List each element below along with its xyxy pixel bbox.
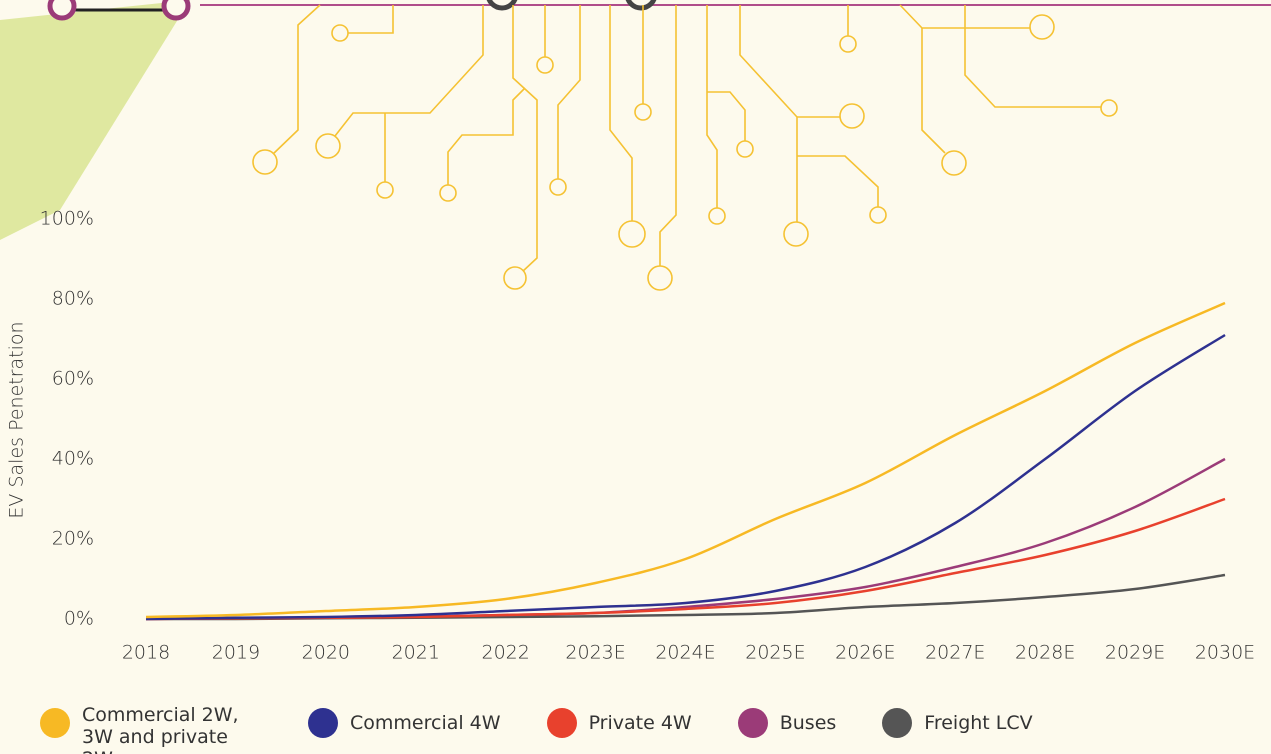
legend-swatch — [882, 708, 913, 738]
x-tick-label: 2027E — [925, 642, 985, 664]
x-tick-label: 2018 — [122, 642, 170, 664]
legend-swatch — [308, 708, 338, 738]
y-tick-label: 80% — [52, 288, 94, 310]
y-tick-label: 100% — [40, 208, 94, 230]
legend-swatch — [546, 708, 577, 738]
legend-swatch — [737, 708, 768, 738]
x-tick-label: 2030E — [1195, 642, 1255, 664]
x-tick-label: 2029E — [1105, 642, 1165, 664]
y-tick-label: 40% — [52, 448, 94, 470]
legend-item: Commercial 2W, 3W and private 2W — [40, 704, 262, 754]
legend-label: Freight LCV — [924, 712, 1033, 734]
x-tick-label: 2028E — [1015, 642, 1075, 664]
x-tick-label: 2022 — [481, 642, 529, 664]
legend-swatch — [40, 708, 70, 738]
legend-label: Buses — [779, 712, 837, 734]
x-tick-label: 2019 — [212, 642, 260, 664]
x-tick-label: 2024E — [655, 642, 715, 664]
series-line — [145, 301, 1226, 619]
legend-label: Commercial 2W, 3W and private 2W — [82, 704, 239, 754]
legend-item: Commercial 4W — [308, 704, 501, 754]
legend-item: Buses — [737, 704, 837, 754]
x-tick-label: 2023E — [565, 642, 625, 664]
x-tick-label: 2025E — [745, 642, 805, 664]
x-tick-label: 2021 — [392, 642, 440, 664]
decoration — [0, 0, 1271, 291]
y-tick-label: 0% — [64, 608, 94, 630]
legend-label: Private 4W — [588, 712, 692, 734]
x-tick-label: 2026E — [835, 642, 895, 664]
legend-item: Freight LCV — [882, 704, 1033, 754]
y-axis-label: EV Sales Penetration — [6, 321, 28, 518]
legend: Commercial 2W, 3W and private 2W Commerci… — [40, 704, 1260, 754]
y-tick-label: 60% — [52, 368, 94, 390]
legend-item: Private 4W — [546, 704, 692, 754]
series-line — [145, 333, 1226, 621]
y-tick-label: 20% — [52, 528, 94, 550]
legend-label: Commercial 4W — [350, 712, 501, 734]
x-tick-label: 2020 — [302, 642, 350, 664]
